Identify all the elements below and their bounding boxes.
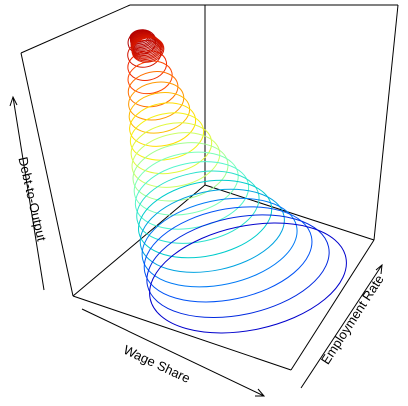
spiral-ring	[132, 142, 229, 202]
spiral-ring	[127, 71, 179, 108]
spiral-ring	[139, 188, 285, 273]
spiral-rings	[127, 29, 347, 334]
spiral-ring	[136, 170, 260, 244]
spiral-ring	[128, 92, 191, 134]
y-axis-arrow-head	[375, 263, 383, 275]
box-edge-back-bottom	[204, 184, 375, 241]
spiral-ring	[133, 151, 239, 216]
spiral-ring-apex	[131, 37, 165, 63]
spiral-ring	[146, 214, 330, 318]
y-axis-label: Employment Rate	[318, 272, 387, 367]
spiral-ring	[128, 81, 185, 121]
box-back-edges	[20, 4, 399, 297]
x-axis-arrow-line	[81, 308, 265, 397]
x-axis-label: Wage Share	[121, 342, 192, 386]
spiral-ring	[141, 197, 298, 288]
box-edge-back-left	[20, 4, 131, 54]
spiral-ring	[130, 122, 213, 175]
spiral-ring	[138, 179, 273, 259]
spiral-ring	[143, 206, 313, 303]
z-axis-arrow-head	[9, 95, 18, 107]
spiral-ring	[131, 132, 221, 188]
z-axis-label: Debt-to-Output	[15, 155, 49, 243]
box-edge-front-bottom	[72, 295, 292, 371]
axis-arrows	[9, 95, 383, 397]
x-axis-arrow-head	[255, 388, 266, 397]
y-axis-arrow-line	[300, 264, 383, 389]
spiral-ring	[134, 161, 250, 230]
box-edge-back-right-vertical	[373, 4, 399, 241]
box-edge-front-left-vertical	[20, 52, 74, 297]
spiral-ring	[149, 222, 347, 334]
box-edge-front-right	[290, 239, 375, 371]
box-front-edges	[20, 52, 375, 371]
box-edge-back-floor	[72, 184, 206, 297]
spiral-ring	[129, 102, 197, 147]
spiral-ring	[127, 60, 173, 95]
z-axis-arrow-line	[12, 96, 45, 291]
